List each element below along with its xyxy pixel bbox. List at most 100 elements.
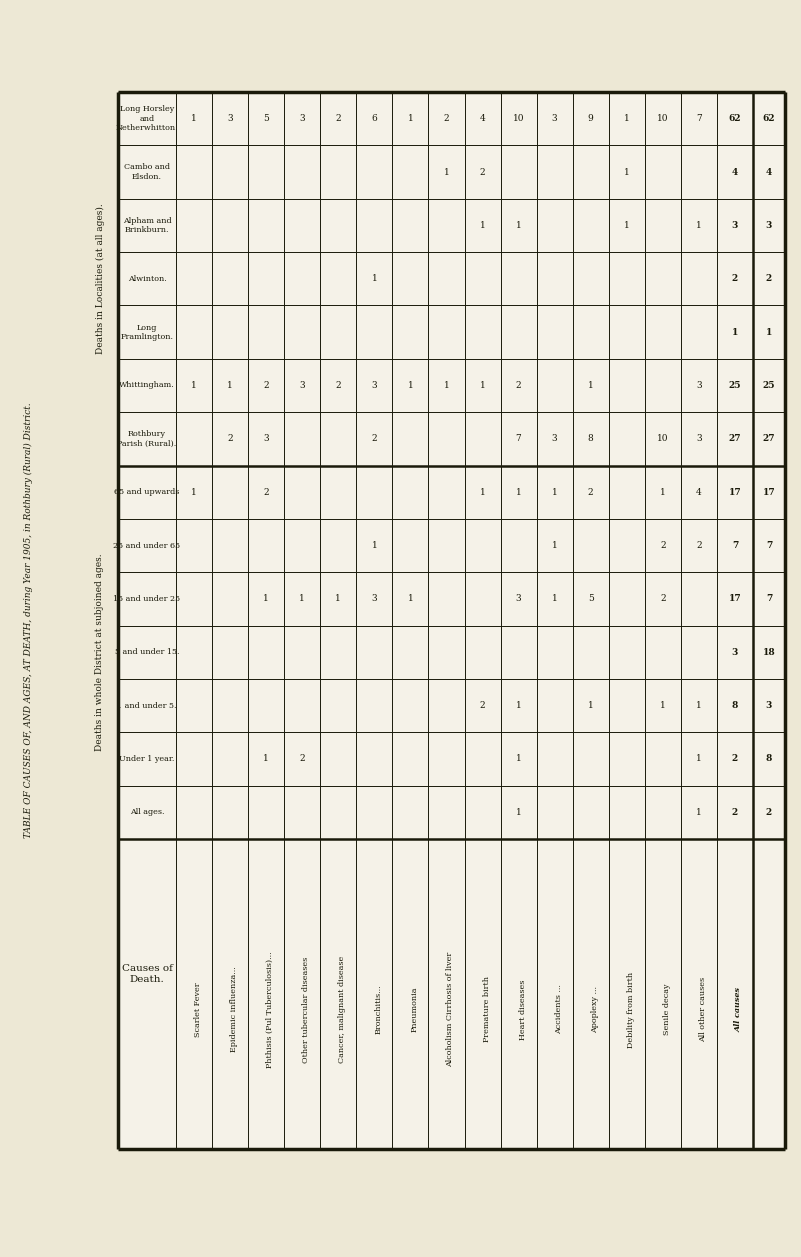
- Text: 9: 9: [588, 114, 594, 123]
- Text: 1: 1: [480, 488, 485, 497]
- Text: 25: 25: [729, 381, 741, 390]
- Text: 1: 1: [766, 328, 772, 337]
- Text: Accidents ...: Accidents ...: [554, 984, 562, 1035]
- Text: 1: 1: [696, 754, 702, 763]
- Text: 2: 2: [300, 754, 305, 763]
- Text: 1: 1: [552, 488, 557, 497]
- Text: Rothbury
Parish (Rural).: Rothbury Parish (Rural).: [118, 430, 177, 447]
- Text: 2: 2: [372, 435, 377, 444]
- Text: 1: 1: [516, 701, 521, 710]
- Text: Long
Framlington.: Long Framlington.: [120, 323, 174, 341]
- Text: Premature birth: Premature birth: [482, 977, 490, 1042]
- Text: 8: 8: [766, 754, 772, 763]
- Text: Senile decay: Senile decay: [663, 984, 671, 1036]
- Text: 1: 1: [191, 114, 197, 123]
- Text: 1: 1: [552, 541, 557, 551]
- Text: 8: 8: [588, 435, 594, 444]
- Text: 18: 18: [763, 647, 775, 656]
- Text: 2: 2: [732, 808, 738, 817]
- Text: 2: 2: [660, 541, 666, 551]
- Text: Epidemic influenza...: Epidemic influenza...: [230, 967, 238, 1052]
- Text: 2: 2: [336, 381, 341, 390]
- Text: 1: 1: [516, 754, 521, 763]
- Text: 2: 2: [660, 595, 666, 603]
- Text: 4: 4: [732, 167, 738, 176]
- Text: 1: 1: [516, 488, 521, 497]
- Text: 1: 1: [191, 488, 197, 497]
- Text: Alpham and
Brinkburn.: Alpham and Brinkburn.: [123, 216, 171, 234]
- Text: 27: 27: [763, 435, 775, 444]
- Text: 1: 1: [552, 595, 557, 603]
- Text: 1: 1: [516, 808, 521, 817]
- Text: 2: 2: [766, 808, 772, 817]
- Text: 3: 3: [696, 381, 702, 390]
- Text: 10: 10: [513, 114, 525, 123]
- Text: Apoplexy ...: Apoplexy ...: [590, 985, 598, 1033]
- Text: 3: 3: [766, 221, 772, 230]
- Text: Bronchitis...: Bronchitis...: [374, 984, 382, 1035]
- Text: 1: 1: [588, 701, 594, 710]
- Text: 2: 2: [696, 541, 702, 551]
- Text: 4: 4: [696, 488, 702, 497]
- Text: 7: 7: [766, 541, 772, 551]
- Text: 17: 17: [729, 488, 741, 497]
- Text: All ages.: All ages.: [130, 808, 164, 816]
- Text: 1: 1: [191, 381, 197, 390]
- Text: Debility from birth: Debility from birth: [626, 972, 634, 1047]
- Text: 65 and upwards: 65 and upwards: [115, 488, 179, 497]
- Text: Whittingham.: Whittingham.: [119, 381, 175, 390]
- Text: 10: 10: [657, 114, 669, 123]
- Text: All other causes: All other causes: [699, 977, 707, 1042]
- Text: 1: 1: [408, 595, 413, 603]
- Text: 2: 2: [480, 701, 485, 710]
- Text: 4: 4: [480, 114, 485, 123]
- Text: 10: 10: [657, 435, 669, 444]
- Text: 6: 6: [372, 114, 377, 123]
- Text: Causes of
Death.: Causes of Death.: [122, 964, 172, 984]
- Text: 2: 2: [480, 167, 485, 176]
- Text: 1: 1: [300, 595, 305, 603]
- Text: 2: 2: [336, 114, 341, 123]
- Text: Scarlet Fever: Scarlet Fever: [194, 982, 202, 1037]
- Text: 2: 2: [444, 114, 449, 123]
- Text: 2: 2: [264, 488, 269, 497]
- Text: 4: 4: [766, 167, 772, 176]
- Text: 1: 1: [660, 488, 666, 497]
- Text: Other tubercular diseases: Other tubercular diseases: [302, 957, 310, 1062]
- Text: 17: 17: [729, 595, 741, 603]
- Text: Deaths in Localities (at all ages).: Deaths in Localities (at all ages).: [95, 204, 105, 354]
- Text: 3: 3: [696, 435, 702, 444]
- Text: 1: 1: [696, 221, 702, 230]
- Text: 1: 1: [696, 808, 702, 817]
- Text: Alcoholism Cirrhosis of liver: Alcoholism Cirrhosis of liver: [446, 952, 454, 1067]
- Text: 1: 1: [480, 381, 485, 390]
- Text: 5: 5: [588, 595, 594, 603]
- Text: All causes: All causes: [735, 987, 743, 1032]
- Text: 1: 1: [227, 381, 233, 390]
- Text: 1: 1: [444, 167, 449, 176]
- Text: 15 and under 25: 15 and under 25: [114, 595, 180, 603]
- Text: 17: 17: [763, 488, 775, 497]
- Text: 1: 1: [480, 221, 485, 230]
- Text: 2: 2: [264, 381, 269, 390]
- Text: Long Horsley
and
Netherwhitton.: Long Horsley and Netherwhitton.: [115, 106, 179, 132]
- Text: Pneumonia: Pneumonia: [410, 987, 418, 1032]
- Text: 25: 25: [763, 381, 775, 390]
- Text: 1: 1: [264, 754, 269, 763]
- Text: 27: 27: [729, 435, 741, 444]
- Text: 7: 7: [732, 541, 738, 551]
- Text: 1: 1: [624, 167, 630, 176]
- Text: 1: 1: [408, 381, 413, 390]
- Text: 1: 1: [624, 114, 630, 123]
- Text: 25 and under 65: 25 and under 65: [114, 542, 180, 549]
- Text: Cambo and
Elsdon.: Cambo and Elsdon.: [124, 163, 170, 181]
- Text: 2: 2: [732, 274, 738, 283]
- Text: 3: 3: [300, 381, 305, 390]
- Text: 3: 3: [227, 114, 233, 123]
- Text: Phthisis (Pul Tuberculosis)...: Phthisis (Pul Tuberculosis)...: [266, 952, 274, 1067]
- Text: 1: 1: [660, 701, 666, 710]
- Text: 3: 3: [372, 595, 377, 603]
- Text: 1: 1: [696, 701, 702, 710]
- Text: 3: 3: [732, 221, 739, 230]
- Text: 1: 1: [444, 381, 449, 390]
